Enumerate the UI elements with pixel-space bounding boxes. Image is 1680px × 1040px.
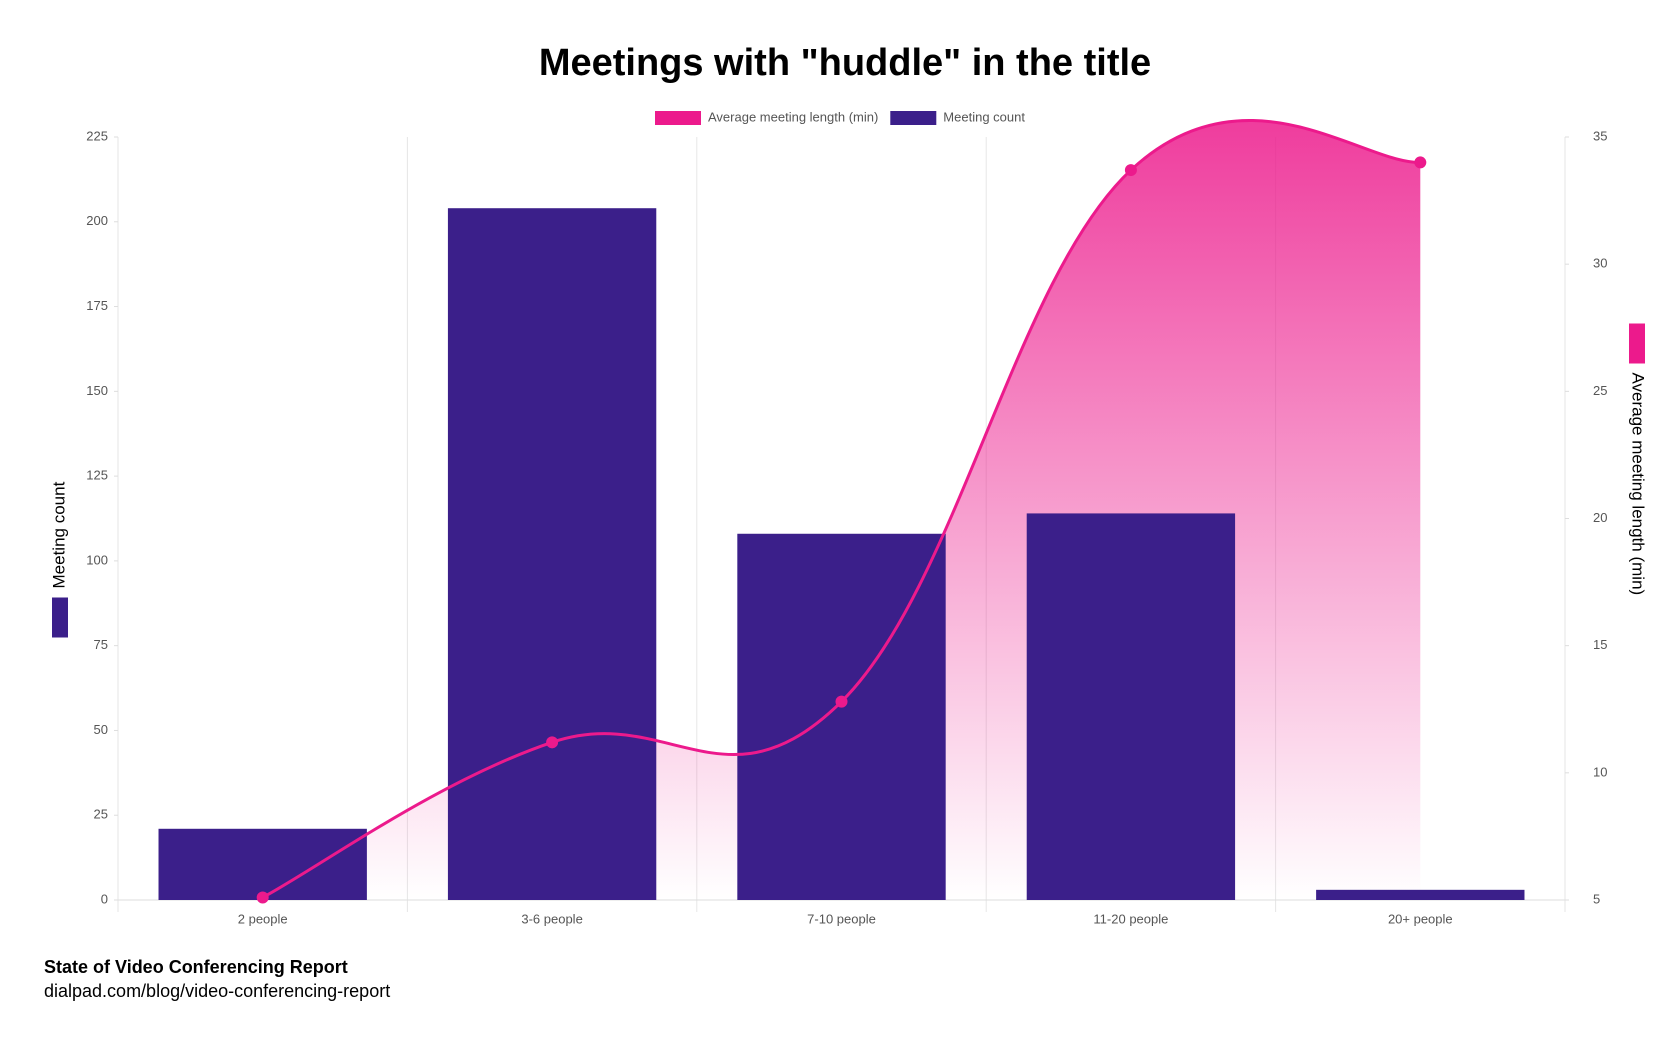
line-point xyxy=(1124,164,1137,177)
y-tick-label: 200 xyxy=(86,213,108,228)
y2-tick-label: 5 xyxy=(1593,891,1600,906)
x-tick-label: 2 people xyxy=(238,911,288,926)
legend-label[interactable]: Average meeting length (min) xyxy=(708,109,878,124)
y2-tick-label: 25 xyxy=(1593,383,1607,398)
legend-swatch[interactable] xyxy=(655,111,701,125)
y-tick-label: 175 xyxy=(86,298,108,313)
y-tick-label: 25 xyxy=(94,807,108,822)
x-tick-label: 3-6 people xyxy=(521,911,582,926)
y-axis-title: Meeting count xyxy=(49,481,68,588)
y-tick-label: 0 xyxy=(101,891,108,906)
x-tick-label: 20+ people xyxy=(1388,911,1453,926)
bar xyxy=(1026,513,1236,900)
chart-title: Meetings with "huddle" in the title xyxy=(539,42,1151,84)
y2-axis-title-group: Average meeting length (min) xyxy=(1629,323,1648,596)
y-tick-label: 150 xyxy=(86,383,108,398)
y2-tick-label: 30 xyxy=(1593,256,1607,271)
y2-tick-label: 10 xyxy=(1593,764,1607,779)
y2-axis-title: Average meeting length (min) xyxy=(1629,373,1648,596)
bar xyxy=(447,208,657,901)
x-tick-label: 7-10 people xyxy=(807,911,876,926)
bar xyxy=(158,828,367,900)
y2-axis-swatch xyxy=(1629,323,1645,364)
line-point xyxy=(1414,156,1427,169)
source-url: dialpad.com/blog/video-conferencing-repo… xyxy=(44,981,390,1001)
y-axis-swatch xyxy=(52,597,68,638)
y-tick-label: 75 xyxy=(94,637,108,652)
y2-tick-label: 35 xyxy=(1593,128,1607,143)
bar xyxy=(1316,889,1525,900)
line-point xyxy=(256,891,269,904)
y-tick-label: 100 xyxy=(86,552,108,567)
y-axis-title-group: Meeting count xyxy=(49,481,68,638)
x-tick-label: 11-20 people xyxy=(1093,911,1168,926)
line-point xyxy=(546,736,559,749)
source: State of Video Conferencing Report xyxy=(44,957,348,977)
legend-label[interactable]: Meeting count xyxy=(943,109,1025,124)
bar xyxy=(737,533,946,900)
y2-tick-label: 15 xyxy=(1593,637,1607,652)
y-tick-label: 125 xyxy=(86,468,108,483)
legend-swatch[interactable] xyxy=(890,111,937,125)
line xyxy=(261,118,1421,899)
line-point xyxy=(835,695,848,708)
y2-tick-label: 20 xyxy=(1593,510,1607,525)
y-tick-label: 225 xyxy=(86,128,108,143)
y-tick-label: 50 xyxy=(94,722,108,737)
